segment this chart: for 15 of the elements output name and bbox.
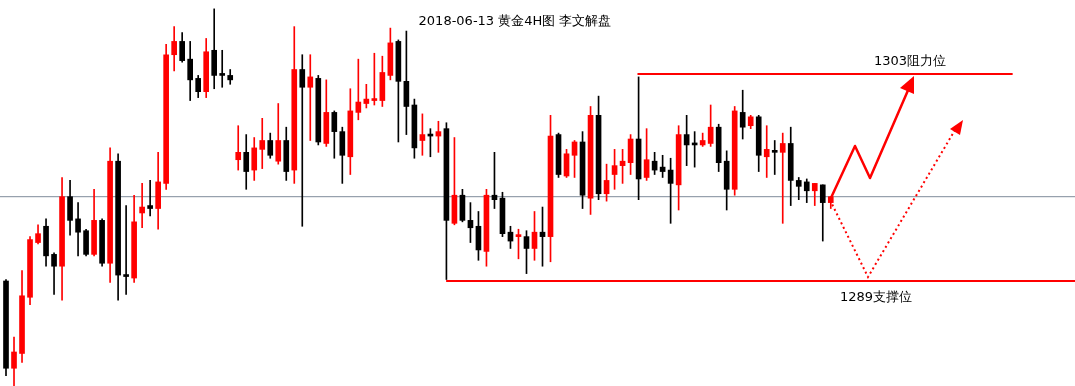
ref-line-label: 1289支撑位 bbox=[839, 288, 913, 304]
candlestick bbox=[139, 183, 145, 229]
candlestick bbox=[771, 140, 778, 175]
ref-line-label: 1303阻力位 bbox=[873, 52, 947, 68]
candlestick bbox=[259, 117, 266, 169]
candlestick bbox=[147, 180, 153, 217]
candlestick bbox=[779, 132, 786, 224]
text: 2018-06-13 黄金4H图 李文解盘 bbox=[418, 13, 612, 29]
candlestick bbox=[235, 125, 242, 171]
candlestick bbox=[219, 49, 226, 88]
candlestick bbox=[75, 202, 81, 257]
candlestick bbox=[763, 125, 770, 178]
candlestick bbox=[307, 54, 314, 141]
candlestick bbox=[299, 54, 306, 227]
candlestick bbox=[123, 205, 129, 295]
